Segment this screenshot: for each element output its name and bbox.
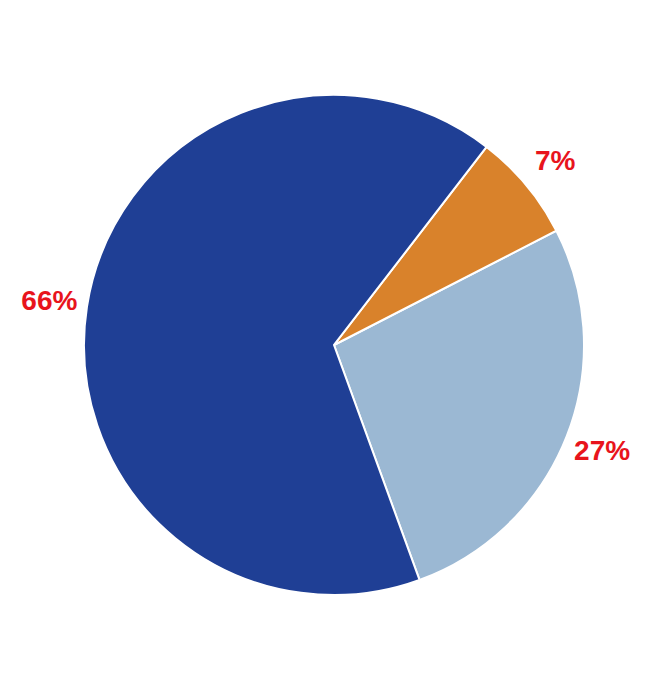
svg-text:27%: 27% [574,435,630,466]
svg-text:66%: 66% [21,285,77,316]
svg-text:7%: 7% [535,145,576,176]
